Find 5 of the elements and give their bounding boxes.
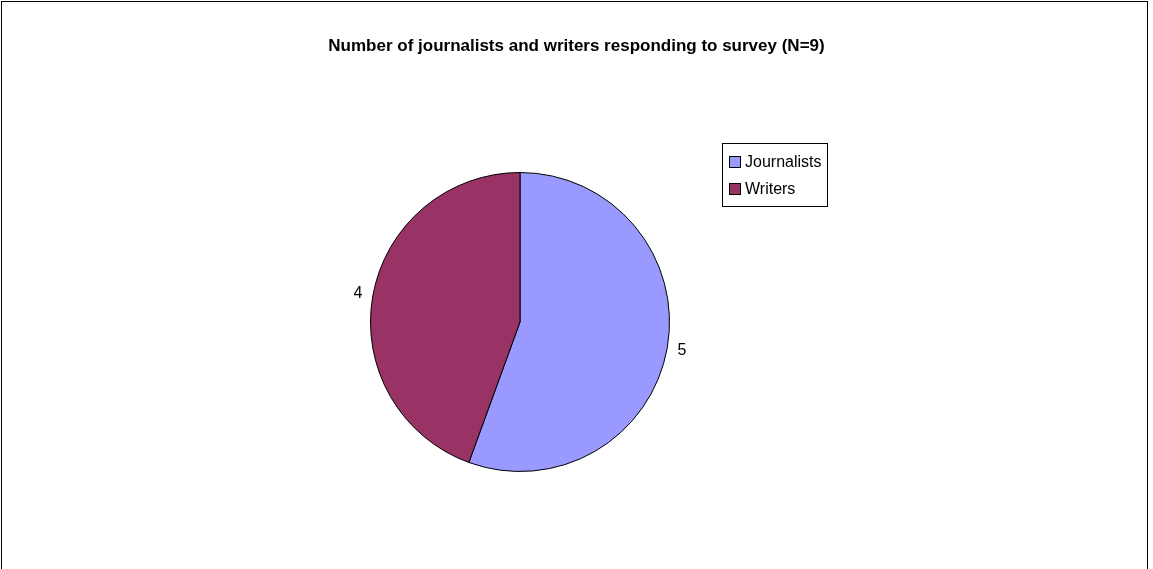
chart-title: Number of journalists and writers responding to survey (N=9) <box>327 36 826 56</box>
legend-label: Writers <box>745 179 796 198</box>
data-label: 5 <box>677 340 687 358</box>
data-label: 4 <box>353 283 363 301</box>
legend-label: Journalists <box>745 152 822 171</box>
